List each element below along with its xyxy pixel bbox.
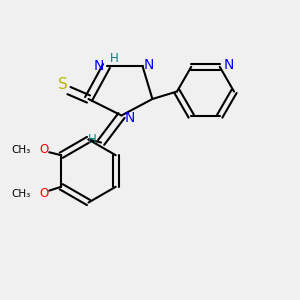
Text: O: O [40,187,49,200]
Text: N: N [124,111,135,125]
Text: S: S [58,77,68,92]
Text: N: N [94,59,104,73]
Text: CH₃: CH₃ [11,189,30,199]
Text: H: H [88,133,97,146]
Text: N: N [224,58,234,72]
Text: N: N [144,58,154,72]
Text: O: O [40,143,49,156]
Text: CH₃: CH₃ [11,145,30,155]
Text: H: H [110,52,118,65]
